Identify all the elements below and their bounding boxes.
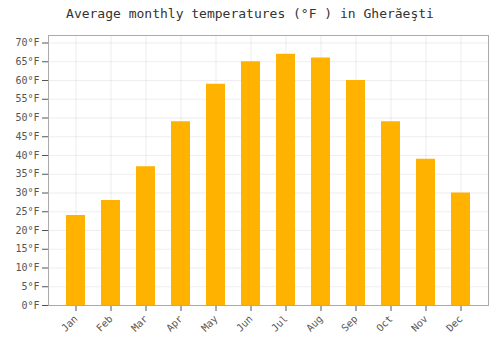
svg-text:Aug: Aug [304, 313, 325, 334]
html-text:Average monthly temperatures (: Average monthly temperatures (°F ) in Gh… [66, 6, 434, 21]
svg-text:10°F: 10°F [15, 262, 39, 273]
svg-text:Apr: Apr [164, 313, 185, 334]
svg-text:Jan: Jan [59, 313, 80, 334]
svg-text:55°F: 55°F [15, 93, 39, 104]
svg-text:50°F: 50°F [15, 112, 39, 123]
svg-text:20°F: 20°F [15, 225, 39, 236]
svg-text:25°F: 25°F [15, 206, 39, 217]
svg-text:Jun: Jun [234, 313, 255, 334]
svg-text:30°F: 30°F [15, 187, 39, 198]
svg-text:May: May [199, 313, 220, 334]
svg-text:Feb: Feb [94, 313, 115, 334]
svg-text:60°F: 60°F [15, 75, 39, 86]
svg-text:70°F: 70°F [15, 37, 39, 48]
svg-text:15°F: 15°F [15, 243, 39, 254]
svg-text:Jul: Jul [269, 313, 290, 334]
svg-text:35°F: 35°F [15, 168, 39, 179]
svg-text:65°F: 65°F [15, 56, 39, 67]
svg-text:Nov: Nov [409, 313, 430, 334]
svg-text:5°F: 5°F [21, 281, 39, 292]
svg-text:Mar: Mar [129, 313, 150, 334]
svg-text:Oct: Oct [374, 313, 395, 334]
svg-text:Dec: Dec [444, 313, 465, 334]
svg-text:45°F: 45°F [15, 131, 39, 142]
svg-text:0°F: 0°F [21, 300, 39, 311]
svg-text:40°F: 40°F [15, 150, 39, 161]
svg-text:Sep: Sep [339, 313, 360, 334]
